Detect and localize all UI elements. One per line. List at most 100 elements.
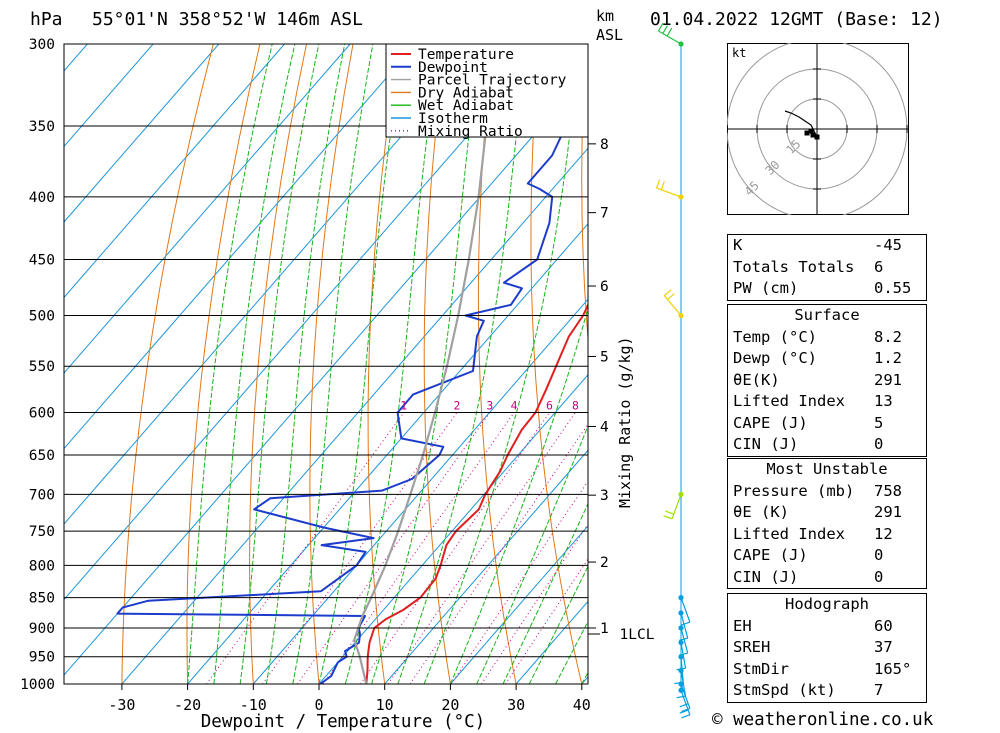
index-label: EH	[733, 616, 752, 635]
hodograph-point	[814, 134, 820, 140]
legend-label-mixing: Mixing Ratio	[418, 124, 523, 140]
mixing-ratio-line	[480, 523, 588, 684]
datetime-title: 01.04.2022 12GMT (Base: 12)	[650, 9, 943, 30]
height-tick-label: 1	[600, 621, 609, 637]
index-label: CAPE (J)	[733, 413, 808, 432]
mixing-ratio-label: 8	[572, 398, 579, 412]
index-label: PW (cm)	[733, 279, 799, 297]
index-row: θE(K) 291	[728, 370, 926, 392]
mixing-ratio-line	[262, 412, 458, 684]
indices-top-table: K -45 Totals Totals 6 PW (cm) 0.55	[727, 234, 927, 301]
index-row: Totals Totals 6	[728, 257, 926, 279]
most-unstable-title: Most Unstable	[766, 460, 888, 478]
height-unit-asl: ASL	[596, 26, 624, 44]
pressure-tick-label: 300	[29, 37, 55, 53]
isotherm-line	[64, 71, 588, 676]
dry-adiabat-line	[958, 44, 1000, 684]
wet-adiabat-line	[265, 44, 346, 684]
index-row: CAPE (J) 0	[728, 545, 926, 567]
mixing-ratio-label: 4	[511, 398, 518, 412]
wind-barb-flag	[657, 22, 664, 32]
isotherm-line	[64, 44, 351, 374]
index-row: Dewp (°C) 1.2	[728, 348, 926, 370]
wind-barb-flag	[656, 179, 661, 189]
index-value: 6	[874, 257, 884, 276]
legend-box	[385, 43, 589, 138]
pressure-tick-label: 350	[29, 119, 55, 135]
temperature-tick-label: 10	[376, 696, 394, 714]
wind-barb-flag	[663, 289, 672, 297]
pressure-tick-label: 650	[29, 448, 55, 464]
index-label: Lifted Index	[733, 524, 845, 543]
wind-barb-flag	[679, 703, 689, 708]
index-row: K -45	[728, 235, 926, 257]
wind-barb-flag	[681, 707, 691, 713]
wind-barb-staff	[680, 597, 691, 623]
wind-barb-staff	[680, 690, 691, 715]
legend-label-dry: Dry Adiabat	[418, 85, 514, 101]
most-unstable-table: Most Unstable Pressure (mb) 758 θE (K) 291 L…	[727, 458, 927, 589]
legend-label-isotherm: Isotherm	[418, 111, 488, 127]
index-row: Temp (°C) 8.2	[728, 327, 926, 349]
height-tick-label: 7	[600, 206, 609, 222]
index-value: 0.55	[874, 279, 912, 297]
pressure-tick-label: 850	[29, 591, 55, 607]
hodograph-title: Hodograph	[785, 595, 869, 613]
wind-barb-flag	[681, 714, 691, 719]
index-label: K	[733, 236, 743, 254]
mixing-ratio-line	[296, 412, 491, 684]
isotherm-line	[384, 449, 588, 684]
index-label: θE (K)	[733, 503, 789, 521]
height-tick-label: 2	[600, 555, 609, 571]
temperature-series	[365, 302, 588, 684]
wind-barb-flag	[663, 515, 673, 520]
isotherm-line	[252, 298, 588, 684]
isotherm-line	[64, 44, 285, 299]
site-credit[interactable]: © weatheronline.co.uk	[712, 710, 934, 730]
pressure-tick-label: 750	[29, 524, 55, 540]
wet-adiabat-line	[476, 424, 588, 684]
wind-barb-staff	[680, 642, 687, 669]
index-row: Lifted Index 12	[728, 524, 926, 546]
index-value: 13	[874, 392, 893, 410]
wind-barb-staff	[680, 627, 689, 654]
plot-frame	[63, 43, 589, 685]
isotherm-line	[64, 44, 220, 223]
pressure-tick-label: 500	[29, 309, 55, 325]
pressure-tick-label: 800	[29, 558, 55, 574]
legend-label-parcel: Parcel Trajectory	[418, 73, 567, 89]
dry-adiabat-line	[367, 44, 401, 684]
index-label: CAPE (J)	[733, 546, 808, 564]
wet-adiabat-line	[502, 502, 588, 684]
wet-adiabat-line	[239, 44, 320, 684]
index-value: 12	[874, 524, 893, 543]
index-value: 0	[874, 567, 884, 586]
index-row: CIN (J) 0	[728, 434, 926, 456]
index-label: StmSpd (kt)	[733, 681, 836, 699]
index-row: CAPE (J) 5	[728, 413, 926, 435]
pressure-tick-label: 400	[29, 190, 55, 206]
wet-adiabat-line	[187, 44, 273, 684]
mixing-ratio-line	[387, 412, 576, 684]
temperature-tick-label: 0	[314, 696, 323, 714]
isotherm-line	[121, 147, 588, 684]
wind-barb-staff	[658, 30, 682, 45]
index-value: 0	[874, 435, 884, 453]
index-row: Pressure (mb) 758	[728, 481, 926, 503]
wet-adiabat-line	[213, 44, 296, 684]
hodograph-point	[810, 132, 816, 138]
wind-barb-staff	[663, 295, 682, 316]
index-row: Lifted Index 13	[728, 391, 926, 413]
isotherm-line	[64, 44, 417, 450]
index-value: 291	[874, 503, 902, 521]
index-label: Dewp (°C)	[733, 349, 817, 367]
index-label: Pressure (mb)	[733, 481, 855, 500]
height-tick-label: 6	[600, 279, 609, 295]
index-value: 0	[874, 546, 884, 564]
hodograph-point	[808, 128, 814, 134]
index-row: θE (K) 291	[728, 502, 926, 524]
index-value: 7	[874, 681, 884, 699]
pressure-tick-label: 450	[29, 253, 55, 269]
